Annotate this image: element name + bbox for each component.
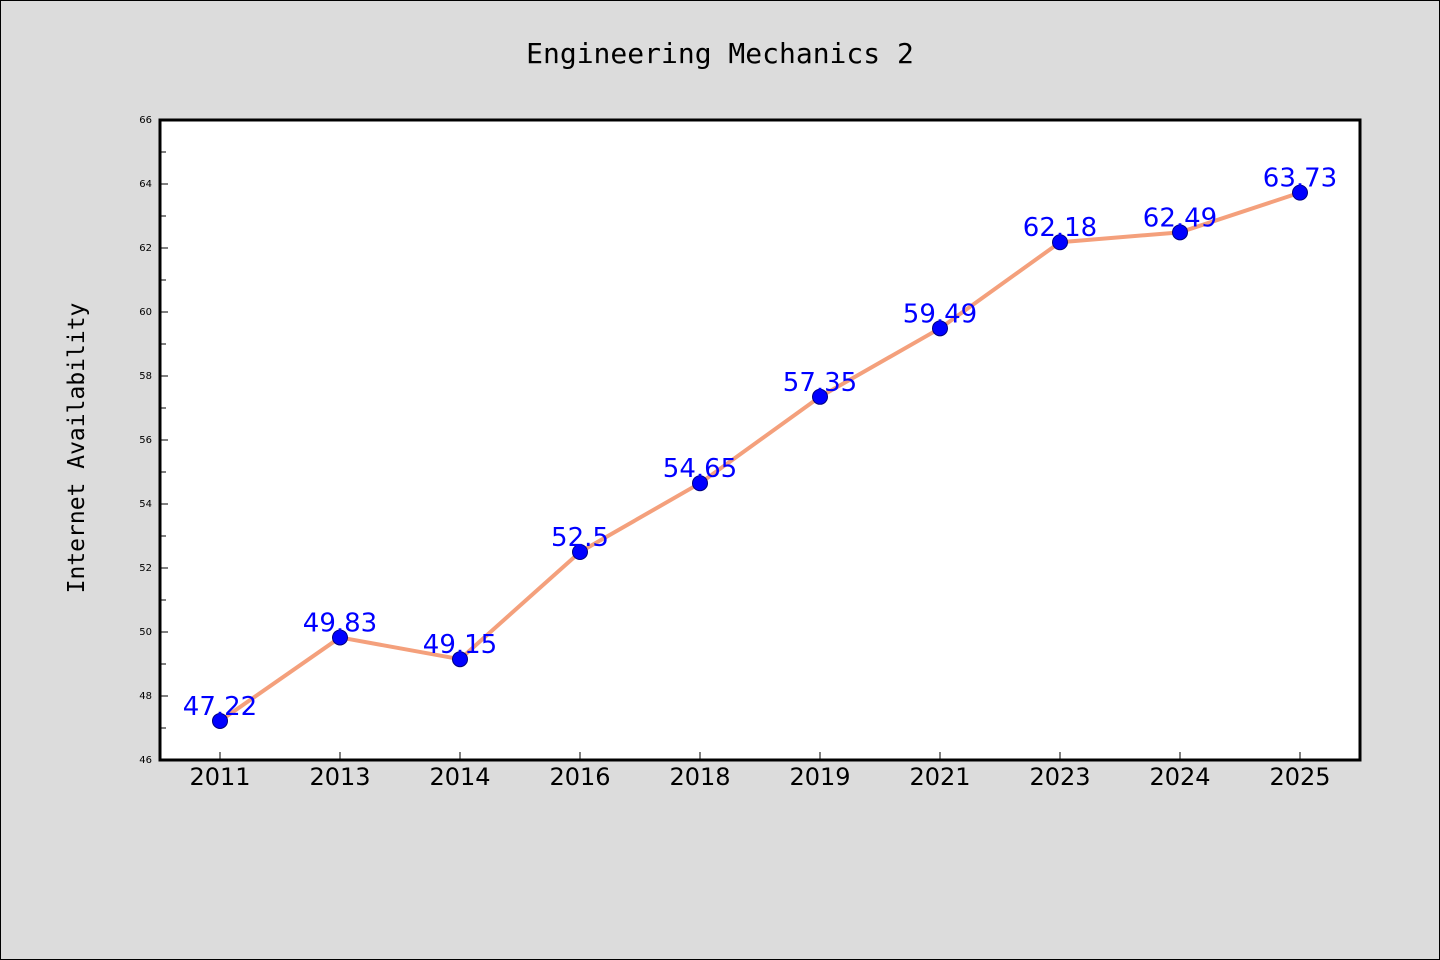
data-label: 54.65 (663, 454, 737, 484)
data-label: 49.83 (303, 608, 377, 638)
data-point-marker (332, 629, 348, 646)
data-point-marker (1172, 224, 1188, 241)
y-tick-label: 66 (139, 115, 152, 126)
y-tick-label: 64 (139, 179, 152, 190)
data-point-marker (1052, 234, 1068, 251)
data-point-marker (572, 544, 588, 560)
x-tick-label: 2016 (549, 763, 610, 791)
x-tick-label: 2018 (669, 763, 730, 791)
data-label: 62.49 (1143, 203, 1217, 233)
data-point-marker (452, 651, 468, 668)
chart-title: Engineering Mechanics 2 (526, 37, 914, 70)
series-line-group (218, 190, 1302, 723)
data-label: 47.22 (183, 692, 257, 722)
data-label: 63.73 (1263, 164, 1337, 194)
y-axis-label: Internet Availability (64, 303, 90, 594)
y-tick-label: 48 (139, 691, 152, 702)
y-tick-label: 62 (139, 243, 152, 254)
x-tick-label: 2025 (1269, 763, 1330, 791)
data-point-marker (812, 388, 828, 405)
y-tick-label: 50 (139, 627, 152, 638)
y-tick-label: 60 (139, 307, 152, 318)
data-point-marker (212, 712, 228, 729)
data-point-marker (932, 320, 948, 337)
data-label: 57.35 (783, 368, 857, 398)
y-tick-label: 52 (139, 563, 152, 574)
data-point-marker (692, 475, 708, 492)
x-tick-label: 2023 (1029, 763, 1090, 791)
x-tick-label: 2011 (189, 763, 250, 791)
series-marker-group (212, 184, 1308, 729)
data-point-marker (1292, 184, 1308, 201)
data-label-group: 47.22 49.83 49.15 52.5 54.65 57.35 59.49 62.18 6… (183, 164, 1337, 722)
x-tick-label: 2013 (309, 763, 370, 791)
series-line (218, 190, 1302, 723)
data-label: 62.18 (1023, 213, 1097, 243)
data-label: 49.15 (423, 630, 497, 660)
x-tick-label: 2014 (429, 763, 490, 791)
data-label: 52.5 (551, 523, 609, 553)
x-tick-label: 2021 (909, 763, 970, 791)
x-tick-label: 2024 (1149, 763, 1210, 791)
y-tick-label: 54 (139, 499, 152, 510)
data-label: 59.49 (903, 299, 977, 329)
y-tick-label: 56 (139, 435, 152, 446)
y-tick-label: 58 (139, 371, 152, 382)
y-tick-label: 46 (139, 755, 152, 766)
x-axis: 2011 2013 2014 2016 2018 2019 2021 2023 2024 2025 (189, 752, 1331, 791)
y-axis: 46 48 50 52 54 56 58 60 62 64 66 (139, 115, 168, 766)
x-tick-label: 2019 (789, 763, 850, 791)
